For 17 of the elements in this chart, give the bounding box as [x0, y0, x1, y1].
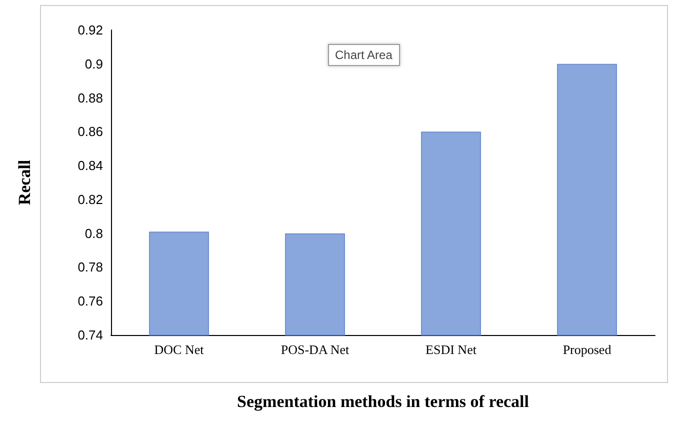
y-tick-label: 0.84: [78, 158, 103, 174]
y-tick-label: 0.82: [78, 192, 103, 207]
annotation: Chart Area: [335, 48, 393, 62]
y-tick-label: 0.88: [78, 90, 103, 106]
x-tick-label: ESDI Net: [426, 342, 477, 357]
y-axis-title: Recall: [15, 160, 34, 206]
y-tick-label: 0.9: [84, 56, 103, 72]
y-tick-label: 0.78: [78, 260, 103, 275]
x-axis-title: Segmentation methods in terms of recall: [237, 392, 530, 411]
x-tick-label: POS-DA Net: [280, 342, 350, 357]
y-tick-label: 0.8: [84, 226, 103, 241]
y-tick-label: 0.86: [78, 124, 103, 140]
y-tick-label: 0.76: [78, 294, 103, 309]
x-tick-label: DOC Net: [154, 342, 204, 357]
y-tick-label: 0.92: [78, 22, 103, 38]
x-tick-label: Proposed: [562, 342, 612, 357]
y-tick-label: 0.74: [78, 328, 103, 342]
